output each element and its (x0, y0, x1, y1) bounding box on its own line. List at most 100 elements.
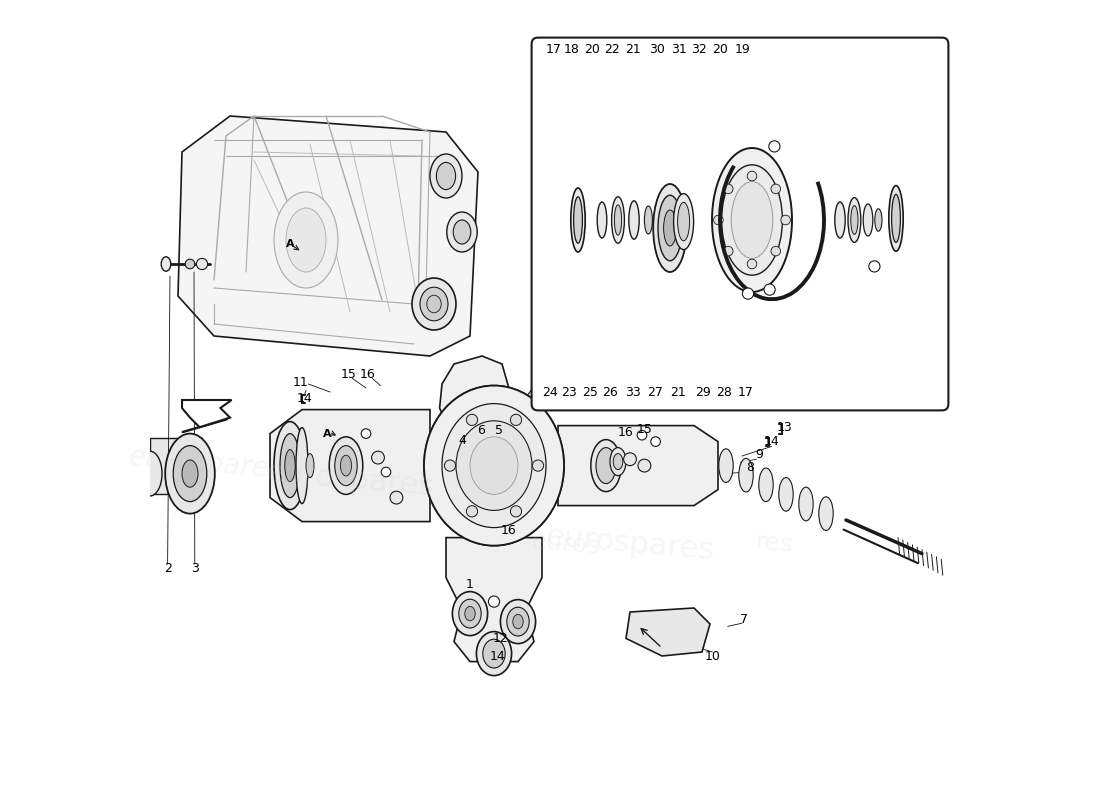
Text: eurospares: eurospares (264, 458, 436, 502)
Text: 12: 12 (493, 632, 508, 645)
Ellipse shape (488, 596, 499, 607)
Text: 21: 21 (625, 43, 641, 56)
Text: 2: 2 (164, 562, 172, 574)
Ellipse shape (490, 442, 498, 451)
Ellipse shape (781, 215, 791, 225)
Ellipse shape (424, 386, 564, 546)
Text: 21: 21 (670, 386, 686, 398)
Ellipse shape (483, 639, 505, 668)
Ellipse shape (510, 414, 521, 426)
Ellipse shape (850, 206, 858, 234)
Ellipse shape (835, 202, 845, 238)
Ellipse shape (456, 421, 532, 510)
Text: euros: euros (530, 529, 602, 559)
Ellipse shape (645, 206, 652, 234)
Text: 29: 29 (695, 386, 711, 398)
Text: 14: 14 (763, 435, 780, 448)
Ellipse shape (624, 453, 637, 466)
Polygon shape (440, 356, 510, 448)
Text: A: A (323, 430, 332, 439)
Ellipse shape (390, 491, 403, 504)
Ellipse shape (597, 202, 607, 238)
Ellipse shape (747, 259, 757, 269)
Ellipse shape (613, 454, 623, 470)
Ellipse shape (591, 439, 622, 491)
Ellipse shape (165, 434, 214, 514)
Ellipse shape (466, 414, 477, 426)
Ellipse shape (678, 202, 690, 241)
Text: 23: 23 (561, 386, 578, 398)
Ellipse shape (651, 437, 660, 446)
Ellipse shape (459, 599, 481, 628)
Text: 30: 30 (649, 43, 666, 56)
Ellipse shape (615, 205, 622, 235)
Ellipse shape (466, 506, 477, 517)
Ellipse shape (465, 606, 475, 621)
Ellipse shape (764, 284, 776, 295)
Text: 19: 19 (735, 43, 750, 56)
Text: 15: 15 (341, 368, 356, 381)
Polygon shape (182, 400, 232, 427)
Ellipse shape (466, 414, 477, 426)
Ellipse shape (274, 192, 338, 288)
Ellipse shape (437, 162, 455, 190)
Ellipse shape (771, 184, 781, 194)
Ellipse shape (382, 467, 390, 477)
Text: 20: 20 (584, 43, 601, 56)
Polygon shape (270, 410, 430, 522)
Ellipse shape (718, 449, 734, 482)
Ellipse shape (280, 434, 300, 498)
Ellipse shape (361, 429, 371, 438)
Polygon shape (558, 426, 718, 506)
Text: 17: 17 (738, 386, 754, 398)
Ellipse shape (197, 258, 208, 270)
Ellipse shape (596, 447, 616, 483)
Ellipse shape (818, 497, 833, 530)
Text: eurospares: eurospares (544, 522, 716, 566)
Ellipse shape (638, 459, 651, 472)
Ellipse shape (286, 208, 326, 272)
Ellipse shape (453, 220, 471, 244)
Ellipse shape (712, 148, 792, 292)
Text: 16: 16 (500, 524, 516, 537)
Ellipse shape (466, 506, 477, 517)
Text: 28: 28 (716, 386, 732, 398)
Text: 16: 16 (360, 368, 375, 381)
Ellipse shape (510, 414, 521, 426)
FancyBboxPatch shape (531, 38, 948, 410)
Ellipse shape (663, 210, 676, 246)
Ellipse shape (138, 451, 162, 496)
Ellipse shape (424, 386, 564, 546)
Text: 5: 5 (495, 424, 503, 437)
Ellipse shape (456, 421, 532, 510)
Ellipse shape (892, 194, 901, 242)
Ellipse shape (162, 257, 170, 271)
Text: 22: 22 (605, 43, 620, 56)
Text: 3: 3 (191, 562, 199, 574)
Text: 8: 8 (746, 461, 754, 474)
Polygon shape (178, 116, 478, 356)
Polygon shape (626, 608, 710, 656)
Ellipse shape (799, 487, 813, 521)
Ellipse shape (372, 451, 384, 464)
Ellipse shape (427, 295, 441, 313)
Ellipse shape (573, 197, 582, 243)
Ellipse shape (629, 201, 639, 239)
Text: 27: 27 (647, 386, 662, 398)
Ellipse shape (637, 430, 647, 440)
Text: 24: 24 (542, 386, 558, 398)
Ellipse shape (173, 446, 207, 502)
Ellipse shape (742, 288, 754, 299)
Text: 1: 1 (466, 578, 474, 590)
Polygon shape (446, 538, 542, 662)
Ellipse shape (532, 460, 543, 471)
Ellipse shape (507, 607, 529, 636)
Text: 15: 15 (637, 423, 652, 436)
Ellipse shape (759, 468, 773, 502)
Ellipse shape (420, 287, 448, 321)
Text: 32: 32 (691, 43, 706, 56)
Ellipse shape (182, 460, 198, 487)
Ellipse shape (771, 246, 781, 256)
Text: 18: 18 (563, 43, 580, 56)
Ellipse shape (274, 422, 306, 510)
